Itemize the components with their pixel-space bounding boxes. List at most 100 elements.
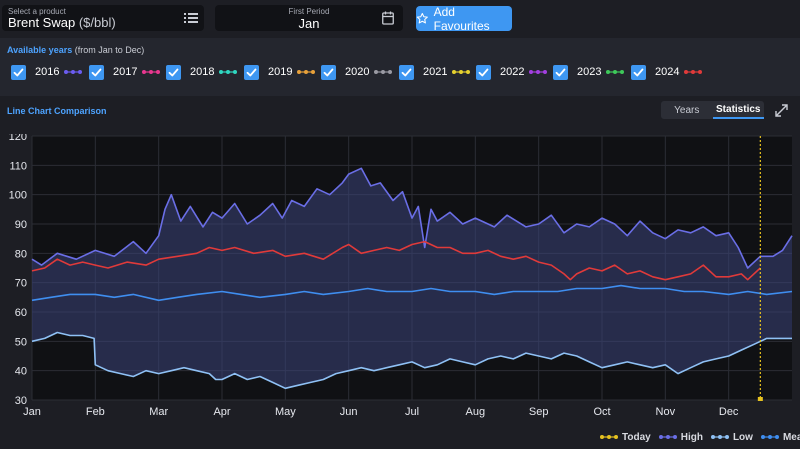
series-line-2024 — [31, 240, 761, 281]
year-label: 2019 — [268, 66, 293, 78]
year-toggle-2024[interactable]: 2024 — [631, 63, 703, 81]
tab-statistics[interactable]: Statistics — [712, 101, 764, 119]
checkmark-icon — [633, 68, 644, 76]
checkmark-icon — [168, 68, 179, 76]
checkmark-icon — [246, 68, 257, 76]
x-tick-label: Mar — [149, 406, 168, 418]
legend-item-high[interactable]: High — [658, 431, 703, 443]
y-tick-label: 120 — [9, 134, 27, 143]
top-bar: Select a product Brent Swap ($/bbl) Firs… — [0, 0, 800, 38]
product-select-value: Brent Swap ($/bbl) — [8, 15, 116, 30]
y-tick-label: 90 — [15, 219, 27, 231]
checkmark-icon — [555, 68, 566, 76]
year-toggle-2018[interactable]: 2018 — [166, 63, 238, 81]
year-checkbox[interactable] — [11, 64, 26, 80]
legend-swatch — [600, 435, 618, 439]
year-checkbox[interactable] — [476, 64, 491, 80]
year-label: 2024 — [655, 66, 680, 78]
year-checkbox[interactable] — [244, 64, 259, 80]
checkmark-icon — [91, 68, 102, 76]
product-select[interactable]: Select a product Brent Swap ($/bbl) — [2, 5, 204, 31]
checkmark-icon — [13, 68, 24, 76]
add-favourites-button[interactable]: Add Favourites — [416, 5, 512, 33]
y-tick-label: 30 — [15, 395, 27, 407]
year-label: 2017 — [113, 66, 138, 78]
year-toggle-2022[interactable]: 2022 — [476, 63, 548, 81]
year-label: 2023 — [577, 66, 602, 78]
year-line-swatch — [684, 70, 703, 74]
y-tick-label: 70 — [15, 278, 27, 290]
tab-years[interactable]: Years — [674, 104, 700, 116]
year-label: 2021 — [423, 66, 448, 78]
year-label: 2020 — [345, 66, 370, 78]
year-checkbox[interactable] — [553, 64, 568, 80]
product-name: Brent Swap — [8, 15, 76, 30]
x-tick-label: Feb — [86, 406, 105, 418]
legend-label: High — [680, 431, 703, 443]
x-tick-label: May — [275, 406, 296, 418]
first-period-select[interactable]: First Period Jan — [215, 5, 403, 31]
legend-label: Today — [622, 431, 651, 443]
legend-item-mean[interactable]: Mean — [760, 431, 800, 443]
available-years-subtitle: (from Jan to Dec) — [74, 45, 145, 55]
year-toggle-2021[interactable]: 2021 — [399, 63, 471, 81]
series-line-high — [31, 167, 793, 269]
y-tick-label: 60 — [15, 307, 27, 319]
y-tick-label: 80 — [15, 248, 27, 260]
y-tick-label: 100 — [9, 190, 27, 202]
x-tick-label: Apr — [213, 406, 230, 418]
year-toggle-2020[interactable]: 2020 — [321, 63, 393, 81]
year-label: 2022 — [500, 66, 525, 78]
line-chart: 30 40 50 60 70 80 90 100 110 120 Jan Feb Mar Apr May Ju… — [9, 134, 793, 418]
year-checkbox[interactable] — [631, 64, 646, 80]
year-label: 2018 — [190, 66, 215, 78]
year-line-swatch — [297, 70, 316, 74]
x-tick-label: Jan — [23, 406, 41, 418]
year-line-swatch — [142, 70, 161, 74]
y-tick-label: 40 — [15, 366, 27, 378]
legend-item-today[interactable]: Today — [600, 431, 651, 443]
product-unit: ($/bbl) — [78, 15, 116, 30]
year-line-swatch — [529, 70, 548, 74]
series-line-mean — [31, 284, 793, 302]
year-checkbox[interactable] — [89, 64, 104, 80]
available-years-heading: Available years (from Jan to Dec) — [7, 45, 144, 55]
year-line-swatch — [64, 70, 83, 74]
legend-swatch — [710, 435, 729, 439]
first-period-caption: First Period — [288, 7, 330, 16]
x-tick-label: Jul — [405, 406, 419, 418]
checkmark-icon — [323, 68, 334, 76]
expand-icon[interactable] — [775, 104, 788, 117]
x-tick-label: Nov — [656, 406, 676, 418]
year-line-swatch — [219, 70, 238, 74]
year-toggle-2019[interactable]: 2019 — [244, 63, 316, 81]
year-toggle-2016[interactable]: 2016 — [11, 63, 83, 81]
year-toggle-2017[interactable]: 2017 — [89, 63, 161, 81]
legend-label: Low — [732, 431, 753, 443]
year-line-swatch — [452, 70, 471, 74]
star-icon — [416, 12, 428, 24]
legend-label: Mean — [782, 431, 800, 443]
today-marker-base — [757, 397, 763, 401]
year-line-swatch — [374, 70, 393, 74]
year-label: 2016 — [35, 66, 60, 78]
product-select-caption: Select a product — [8, 7, 66, 16]
list-icon[interactable] — [184, 12, 198, 24]
y-tick-label: 110 — [9, 160, 27, 172]
calendar-icon[interactable] — [382, 11, 394, 25]
checkmark-icon — [478, 68, 489, 76]
year-checkbox[interactable] — [399, 64, 414, 80]
view-toggle: Years Statistics — [661, 101, 764, 119]
legend-item-low[interactable]: Low — [710, 431, 753, 443]
year-checkbox[interactable] — [166, 64, 181, 80]
high-low-band — [32, 168, 792, 389]
year-toggle-2023[interactable]: 2023 — [553, 63, 625, 81]
legend-swatch — [760, 435, 779, 439]
series-line-low — [31, 331, 792, 390]
x-tick-label: Aug — [466, 406, 486, 418]
x-tick-label: Jun — [340, 406, 358, 418]
chart-legend: Today High Low Mean — [600, 431, 800, 443]
year-line-swatch — [606, 70, 625, 74]
year-checkbox[interactable] — [321, 64, 336, 80]
legend-swatch — [658, 435, 677, 439]
